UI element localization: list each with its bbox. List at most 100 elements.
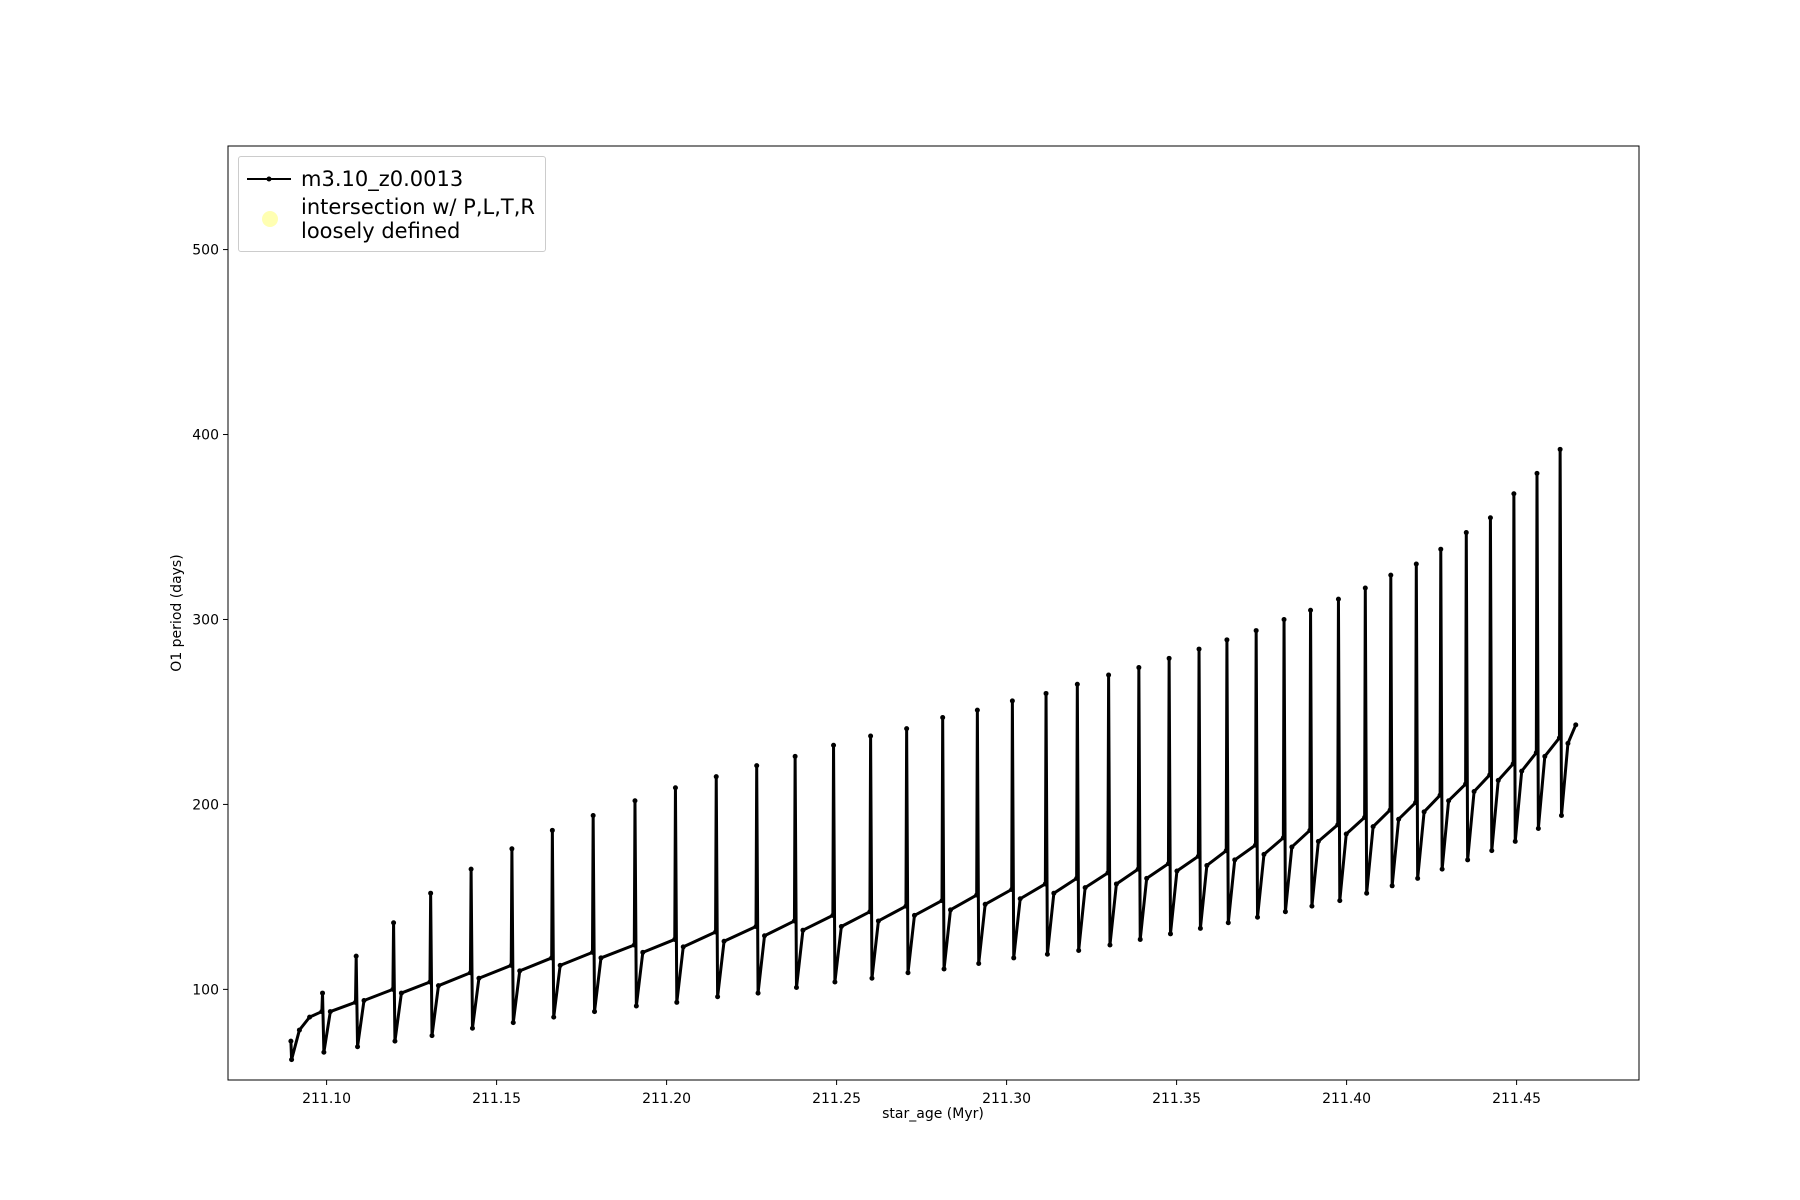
data-point (941, 966, 947, 972)
data-point (832, 979, 838, 985)
data-point (427, 979, 433, 985)
data-point (632, 798, 638, 804)
data-point (1137, 936, 1143, 942)
data-point (1421, 809, 1427, 815)
data-point (589, 949, 595, 955)
data-point (1009, 887, 1015, 893)
data-point (1106, 672, 1112, 678)
data-point (1396, 816, 1402, 822)
data-point (1051, 890, 1057, 896)
data-point (1197, 925, 1203, 931)
data-point (754, 763, 760, 769)
x-tick-label: 211.35 (1152, 1091, 1201, 1107)
data-point (1335, 596, 1341, 602)
data-point (1307, 827, 1313, 833)
data-point (1074, 681, 1080, 687)
data-point (1337, 898, 1343, 904)
data-point (598, 955, 604, 961)
data-point (355, 1044, 361, 1050)
data-point (428, 890, 434, 896)
data-point (672, 785, 678, 791)
data-point (1465, 857, 1471, 863)
x-tick-label: 211.10 (302, 1091, 351, 1107)
data-point (1438, 546, 1444, 552)
data-point (753, 923, 759, 929)
data-point (830, 912, 836, 918)
data-point (911, 912, 917, 918)
legend-key (262, 211, 278, 227)
data-point (762, 933, 768, 939)
y-tick-label: 400 (192, 428, 219, 444)
data-point (633, 1003, 639, 1009)
data-point (640, 949, 646, 955)
data-point (1204, 862, 1210, 868)
data-point (1105, 870, 1111, 876)
data-point (392, 1038, 398, 1044)
data-point (1009, 698, 1015, 704)
data-point (869, 975, 875, 981)
data-point (1437, 792, 1443, 798)
data-point (792, 753, 798, 759)
data-point (1144, 875, 1150, 881)
data-point (1167, 931, 1173, 937)
data-point (948, 907, 953, 913)
data-point (1136, 665, 1142, 671)
data-point (1446, 798, 1452, 804)
y-axis-label: O1 period (days) (169, 554, 185, 671)
data-point (1510, 761, 1516, 767)
data-point (391, 920, 397, 926)
data-point (721, 938, 727, 944)
data-point (288, 1038, 294, 1044)
data-point (868, 733, 874, 739)
data-point (1362, 585, 1368, 591)
data-point (1463, 781, 1469, 787)
legend-marker (262, 211, 278, 227)
data-point (867, 909, 873, 915)
y-tick-label: 300 (192, 612, 219, 628)
data-point (1573, 722, 1579, 728)
data-point (1253, 628, 1259, 634)
data-point (1224, 637, 1230, 643)
legend-entry: m3.10_z0.0013 (239, 165, 545, 193)
data-point (1043, 690, 1049, 696)
data-point (289, 1057, 295, 1063)
data-point (1413, 800, 1419, 806)
data-point (549, 955, 555, 961)
data-point (1557, 446, 1563, 452)
data-point (510, 1020, 516, 1026)
x-tick-label: 211.15 (472, 1091, 521, 1107)
data-point (1463, 530, 1469, 536)
data-point (1495, 777, 1501, 783)
data-point (831, 742, 837, 748)
data-point (680, 944, 686, 950)
data-point (435, 983, 441, 989)
data-point (469, 1025, 475, 1031)
data-point (905, 970, 911, 976)
data-point (1489, 848, 1495, 854)
data-point (1195, 853, 1201, 859)
data-point (672, 936, 678, 942)
data-point (390, 986, 396, 992)
data-point (1261, 851, 1267, 857)
data-point (1308, 607, 1314, 613)
data-point (875, 918, 881, 924)
data-point (1487, 772, 1493, 778)
data-point (1282, 909, 1288, 915)
data-point (974, 892, 980, 898)
data-point (1413, 561, 1419, 567)
data-point (1335, 822, 1341, 828)
data-point (320, 990, 326, 996)
data-point (1362, 814, 1368, 820)
data-point (1225, 920, 1231, 926)
data-point (1289, 844, 1295, 850)
data-point (1011, 955, 1017, 961)
data-point (1558, 813, 1564, 819)
data-point (1252, 842, 1258, 848)
x-tick-label: 211.20 (642, 1091, 691, 1107)
series-line (289, 447, 1578, 1062)
data-point (713, 929, 719, 935)
legend: m3.10_z0.0013 intersection w/ P,L,T,R loo… (238, 156, 546, 252)
data-point (755, 990, 761, 996)
data-point (1315, 838, 1321, 844)
data-point (1511, 491, 1517, 497)
